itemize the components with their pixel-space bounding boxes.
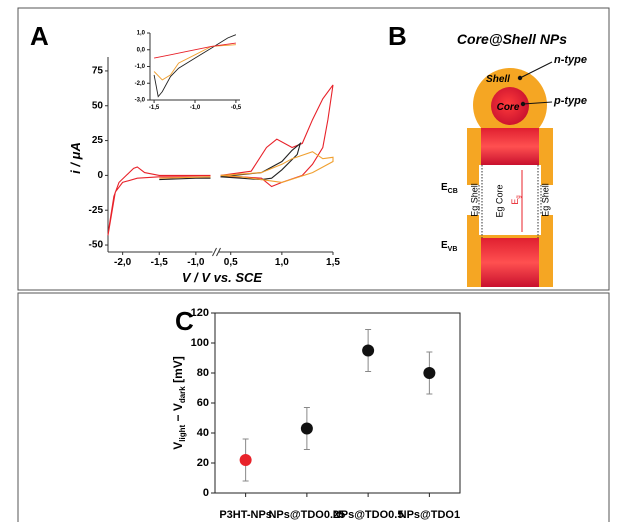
data-point	[239, 454, 252, 466]
band-shell	[541, 215, 553, 235]
x-tick-label: NPs@TDO0.5	[333, 509, 404, 521]
y-axis-label: Vlight − Vdark [mV]	[171, 356, 187, 450]
x-tick-label: -0,5	[231, 105, 242, 111]
pointer-line	[522, 101, 553, 105]
x-tick-label: P3HT-NPs	[219, 509, 272, 521]
y-tick-label: 0,0	[137, 47, 146, 53]
axis-break	[216, 247, 221, 257]
eg-core-label: Eg Core	[494, 184, 504, 217]
core-label: Core	[497, 102, 520, 113]
panel-frame	[17, 7, 610, 291]
y-tick-label: 100	[191, 337, 209, 349]
y-axis-label: i / μA	[68, 142, 83, 174]
band-shell	[541, 165, 553, 185]
band-dotted-lines	[478, 165, 542, 238]
panel-frame	[17, 292, 610, 527]
core-type: p-type	[553, 95, 587, 107]
y-tick-label: -50	[89, 240, 104, 251]
ylabel-part: [mV]	[171, 356, 185, 386]
x-tick-label: -1,5	[151, 257, 169, 268]
ecb-main: E	[441, 182, 448, 193]
panel-label: A	[30, 21, 49, 51]
y-tick-label: 75	[92, 66, 104, 77]
y-tick-label: -1,0	[135, 64, 146, 70]
data-line	[107, 84, 334, 236]
core-circle	[491, 87, 529, 125]
y-tick-label: 60	[197, 397, 209, 409]
y-tick-label: 120	[191, 307, 209, 319]
x-tick-label: 1,0	[275, 257, 289, 268]
diagram-title: Core@Shell NPs	[457, 31, 567, 47]
x-tick-label: 0,5	[224, 257, 238, 268]
diagram: B Core@Shell NPs Shell n-type Core p-typ…	[388, 21, 587, 287]
data-line	[154, 42, 236, 59]
evb-sub: VB	[448, 246, 458, 253]
y-tick-label: 0	[203, 487, 209, 499]
y-tick-label: 20	[197, 457, 209, 469]
plot-frame	[214, 312, 461, 494]
band-core	[481, 238, 539, 287]
eg-label: Eg	[510, 195, 521, 204]
x-tick-label: -1,5	[149, 105, 160, 111]
y-tick-label: 80	[197, 367, 209, 379]
shell-type: n-type	[554, 54, 587, 66]
band-core	[481, 128, 539, 165]
axis-break	[212, 247, 217, 257]
ylabel-sub: dark	[178, 386, 187, 403]
eg-shell-label: Eg Shell	[469, 183, 479, 217]
band-shell	[467, 165, 479, 185]
eg-main: E	[510, 199, 520, 205]
y-tick-label: -3,0	[135, 98, 146, 104]
x-tick-label: 1,5	[326, 257, 340, 268]
eg-shell-label: Eg Shell	[540, 183, 550, 217]
y-tick-label: 40	[197, 427, 209, 439]
y-tick-label: 1,0	[137, 31, 146, 37]
data-line	[153, 34, 237, 98]
data-point	[423, 367, 436, 379]
ecb-sub: CB	[448, 188, 458, 195]
ylabel-part: V	[171, 442, 185, 450]
ylabel-part: − V	[171, 403, 185, 425]
y-tick-label: 0	[97, 170, 103, 181]
band-shell	[467, 215, 479, 235]
eg-sub: g	[516, 195, 522, 198]
x-axis-label: V / V vs. SCE	[182, 270, 263, 285]
x-tick-label: NPs@TDO0.25	[268, 509, 345, 521]
y-tick-label: -25	[89, 205, 104, 216]
y-tick-label: 50	[92, 100, 104, 111]
data-point	[300, 422, 313, 435]
x-tick-label: -1,0	[190, 105, 201, 111]
shell-label: Shell	[486, 74, 510, 85]
pointer-line	[519, 61, 553, 79]
panel-label: B	[388, 21, 407, 51]
y-tick-label: -2,0	[135, 81, 146, 87]
evb-main: E	[441, 240, 448, 251]
y-tick-label: 25	[92, 135, 104, 146]
data-point	[362, 344, 375, 357]
evb-label: EVB	[441, 240, 457, 253]
x-tick-label: -1,0	[187, 257, 205, 268]
ylabel-sub: light	[178, 425, 187, 442]
panel-label: C	[175, 306, 194, 336]
x-tick-label: NPs@TDO1	[399, 509, 460, 521]
ecb-label: ECB	[441, 182, 458, 195]
x-tick-label: -2,0	[114, 257, 132, 268]
data-line	[159, 151, 334, 183]
